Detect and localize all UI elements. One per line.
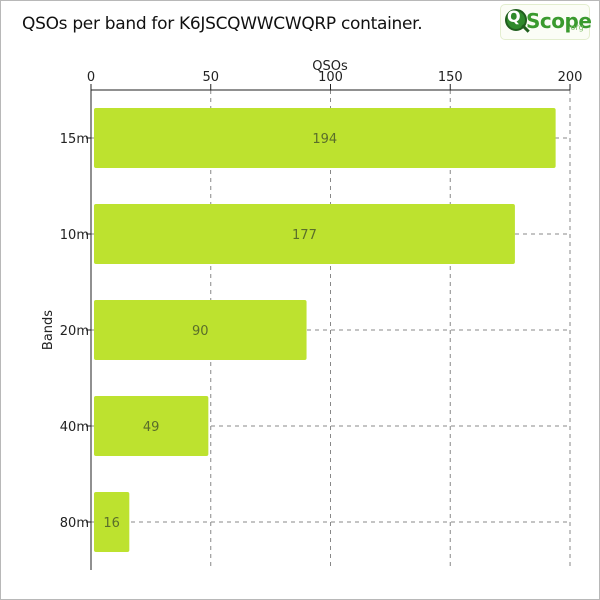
- bar-10m: [94, 204, 515, 264]
- bars-layer: 194 177 90 49 16: [94, 108, 556, 552]
- x-tick-label: 200: [558, 70, 583, 85]
- chart-title: QSOs per band for K6JSCQWWCWQRP containe…: [22, 14, 423, 34]
- data-label-40m: 49: [143, 420, 160, 435]
- bar-80m: [94, 492, 130, 552]
- logo-suffix: .org: [568, 23, 584, 32]
- y-tick-label: 15m: [60, 132, 89, 147]
- bar-15m: [94, 108, 556, 168]
- bar-20m: [94, 300, 307, 360]
- data-label-10m: 177: [292, 228, 317, 243]
- x-axis-title: QSOs: [312, 59, 348, 74]
- x-tick-label: 150: [438, 70, 463, 85]
- data-label-20m: 90: [192, 324, 209, 339]
- y-axis-title: Bands: [41, 310, 56, 350]
- data-label-80m: 16: [103, 516, 120, 531]
- data-label-15m: 194: [312, 132, 337, 147]
- bar-40m: [94, 396, 209, 456]
- qscope-logo: Q Scope .org: [500, 4, 592, 40]
- logo-mark: Q: [507, 7, 521, 26]
- logo-text: Scope: [526, 9, 592, 33]
- y-tick-label: 80m: [60, 516, 89, 531]
- y-tick-label: 10m: [60, 228, 89, 243]
- y-tick-label: 20m: [60, 324, 89, 339]
- x-tick-label: 50: [202, 70, 219, 85]
- x-tick-label: 100: [318, 70, 343, 85]
- x-tick-label: 0: [87, 70, 95, 85]
- axis-layer: 0 50 100 150 200 15m 10m 20m 40m 80m: [60, 70, 583, 570]
- y-tick-label: 40m: [60, 420, 89, 435]
